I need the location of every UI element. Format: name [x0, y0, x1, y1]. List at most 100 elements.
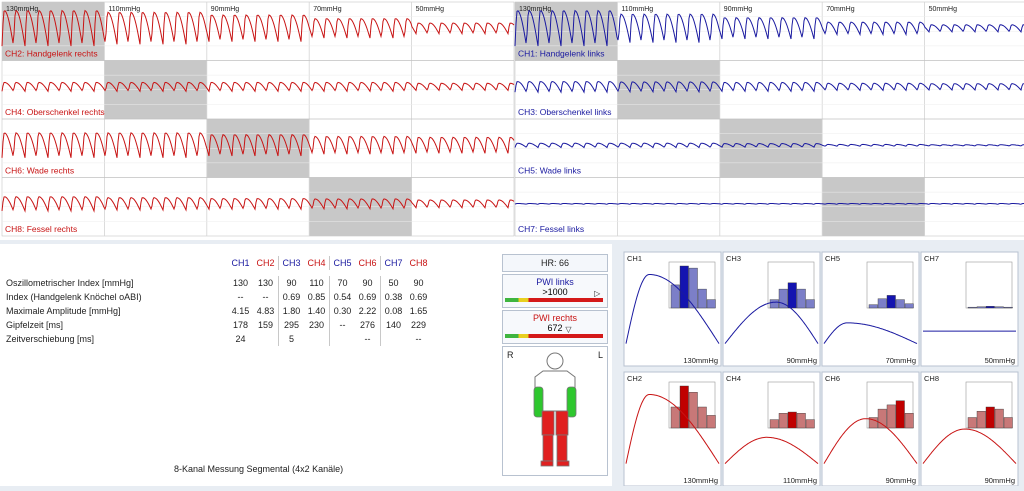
cell-value: 5: [278, 332, 304, 346]
pwi-left-marker-icon: ▷: [594, 289, 601, 298]
histogram-bar: [706, 415, 716, 429]
histogram-bar: [787, 282, 797, 309]
mini-pulse-curve: [922, 428, 1017, 464]
mini-channel-label: CH3: [726, 254, 741, 263]
row-label: Maximale Amplitude [mmHg]: [6, 306, 121, 316]
pwi-right-marker-icon: ▽: [565, 325, 572, 334]
cell-value: 1.65: [409, 306, 428, 316]
histogram-bar: [994, 408, 1004, 429]
channel-label: CH6: Wade rechts: [5, 166, 74, 176]
mini-pulse-curve: [625, 274, 720, 344]
mini-pressure-label: 70mmHg: [886, 356, 916, 365]
waveform-grid: 130mmHg 110mmHg 90mmHg 70mmHg 50mmHg CH2: Han…: [1, 1, 1024, 237]
histogram-bar: [868, 417, 878, 429]
table-row: Maximale Amplitude [mmHg] 4.15 4.83 1.80 1.4…: [6, 304, 431, 318]
pulse-waveform: [514, 142, 1024, 149]
row-label: Index (Handgelenk Knöchel oABI): [6, 292, 142, 302]
pressure-column-label: 50mmHg: [929, 6, 958, 13]
histogram-bar: [787, 411, 797, 429]
mini-pulse-curve: [625, 394, 720, 464]
histogram-bar: [805, 419, 815, 429]
cell-value: 178: [232, 320, 249, 330]
pulse-waveform: [514, 9, 1024, 47]
histogram-bar: [670, 406, 680, 429]
pwi-left-scale: [505, 298, 603, 302]
body-diagram-box: R L: [502, 346, 608, 476]
histogram-bar: [1003, 306, 1013, 309]
histogram-bar: [796, 288, 806, 309]
histogram-bar: [769, 299, 779, 309]
cell-value: --: [415, 334, 422, 344]
mini-pressure-label: 90mmHg: [886, 476, 916, 485]
channel-header: CH3: [278, 256, 304, 270]
histogram-bar: [967, 417, 977, 429]
histogram-bar: [706, 299, 716, 309]
mini-pulse-curve: [724, 301, 819, 344]
cell-value: 90: [362, 278, 373, 288]
histogram-bar: [886, 295, 896, 309]
cell-value: [329, 332, 355, 346]
channel-label: CH1: Handgelenk links: [518, 49, 604, 59]
cell-value: 229: [410, 320, 427, 330]
histogram-bar: [1003, 417, 1013, 429]
histogram-bar: [697, 288, 707, 309]
histogram-bar: [778, 288, 788, 309]
cell-value: 276: [359, 320, 376, 330]
cell-value: 2.22: [358, 306, 377, 316]
pulse-chart-ch1: CH1 130mmHg: [623, 251, 722, 367]
histogram-bar: [868, 304, 878, 309]
cell-value: 70: [329, 276, 355, 290]
row-label: Zeitverschiebung [ms]: [6, 334, 95, 344]
pwi-right-title: PWI rechts: [532, 313, 577, 323]
mini-pulse-curve: [823, 322, 918, 345]
cell-value: 4.15: [231, 306, 250, 316]
histogram-bar: [670, 284, 680, 309]
pressure-column-label: 70mmHg: [313, 6, 342, 13]
cell-value: 130: [257, 278, 274, 288]
cell-value: 159: [257, 320, 274, 330]
pulse-waveform: [1, 81, 515, 93]
mini-pressure-label: 90mmHg: [985, 476, 1015, 485]
pulse-chart-ch8: CH8 90mmHg: [920, 371, 1019, 487]
histogram-bar: [769, 419, 779, 429]
cell-value: --: [262, 292, 269, 302]
cell-value: 0.69: [278, 290, 304, 304]
row-label: Oszillometrischer Index [mmHg]: [6, 278, 134, 288]
channel-header: CH4: [307, 258, 326, 268]
channel-header: CH1: [231, 258, 250, 268]
histogram-bar: [895, 299, 905, 309]
pulse-chart-ch2: CH2 130mmHg: [623, 371, 722, 487]
mini-pulse-curve: [823, 418, 918, 464]
channel-header: CH2: [256, 258, 275, 268]
mini-pressure-label: 50mmHg: [985, 356, 1015, 365]
cell-value: 90: [278, 276, 304, 290]
cell-value: 0.54: [329, 290, 355, 304]
body-left-side-label: L: [597, 350, 603, 360]
channel-header: CH5: [329, 256, 355, 270]
cell-value: 0.38: [380, 290, 406, 304]
pulse-waveform: [1, 196, 515, 213]
cell-value: 110: [309, 278, 324, 288]
mini-channel-label: CH5: [825, 254, 840, 263]
pressure-column-label: 110mmHg: [621, 6, 653, 13]
channel-label: CH3: Oberschenkel links: [518, 107, 612, 117]
mini-pressure-label: 130mmHg: [683, 476, 718, 485]
pulse-waveform: [514, 203, 1024, 205]
heart-rate-box: HR: 66: [502, 254, 608, 272]
table-row: Index (Handgelenk Knöchel oABI) -- -- 0.69 0…: [6, 290, 431, 304]
cell-value: [304, 332, 330, 346]
histogram-bar: [679, 385, 689, 429]
mini-pressure-label: 130mmHg: [683, 356, 718, 365]
histogram-bar: [985, 406, 995, 429]
pressure-column-label: 130mmHg: [6, 6, 38, 13]
mini-pressure-label: 110mmHg: [783, 476, 817, 485]
cell-value: 0.08: [380, 304, 406, 318]
channel-label: CH2: Handgelenk rechts: [5, 49, 98, 59]
measurement-mode-label: 8-Kanal Messung Segmental (4x2 Kanäle): [174, 464, 344, 474]
mini-pulse-curve: [724, 436, 819, 464]
pwi-left-box: PWI links >1000 ▷: [502, 274, 608, 308]
pulse-waveform: [1, 9, 515, 47]
pulse-chart-ch3: CH3 90mmHg: [722, 251, 821, 367]
pwi-right-scale: [505, 334, 603, 338]
cell-value: --: [329, 318, 355, 332]
